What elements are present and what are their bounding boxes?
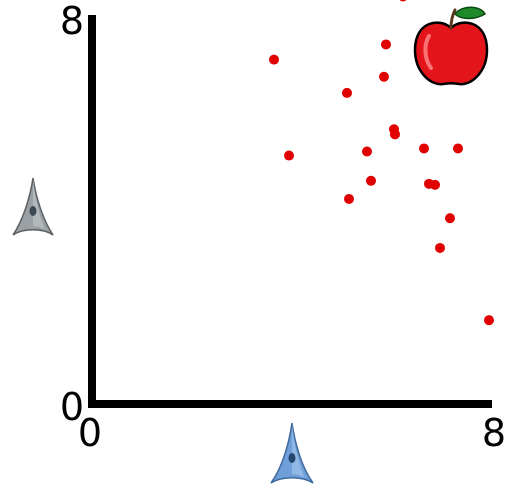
x-tick-label-min: 0: [78, 411, 102, 455]
data-point-3: [269, 54, 279, 65]
y-tick-label-min: 0: [60, 385, 84, 429]
data-point-10: [419, 143, 429, 154]
gray-cone-icon: [12, 177, 54, 236]
data-point-4: [379, 71, 389, 82]
data-point-7: [390, 129, 400, 140]
data-point-14: [430, 179, 440, 190]
blue-cone-icon: [270, 422, 314, 484]
data-point-16: [445, 213, 455, 224]
data-point-17: [435, 242, 445, 253]
scatter-points: [269, 0, 494, 326]
data-point-12: [366, 175, 376, 186]
data-point-2: [381, 39, 391, 50]
data-point-8: [284, 150, 294, 161]
data-point-5: [342, 87, 352, 98]
data-point-15: [344, 193, 354, 204]
data-point-1: [399, 0, 407, 2]
y-tick-label-max: 8: [60, 0, 84, 43]
data-point-18: [484, 315, 494, 326]
data-point-9: [362, 146, 372, 157]
red-apple-icon: [413, 6, 489, 86]
data-point-11: [453, 143, 463, 154]
x-tick-label-max: 8: [482, 411, 506, 455]
